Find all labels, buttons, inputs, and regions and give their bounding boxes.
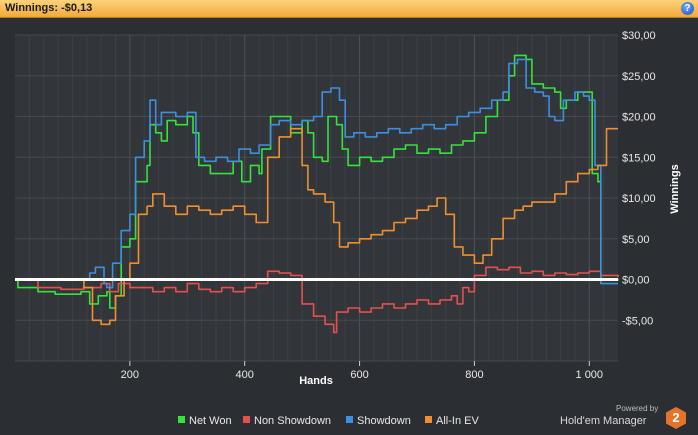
legend-showdown[interactable]: Showdown [346, 415, 411, 427]
x-tick-label: 400 [236, 369, 254, 381]
y-axis-ticks: $30,00 $25,00 $20,00 $15,00 $10,00 $5,00 $0,00… [622, 30, 656, 327]
x-axis-label: Hands [299, 375, 333, 387]
y-tick-label: $25,00 [622, 71, 656, 83]
series-net-won [15, 54, 619, 309]
y-tick-label: -$5,00 [622, 315, 653, 327]
x-axis-ticks: 200 400 600 800 1 000 [121, 361, 603, 381]
legend-label: Net Won [189, 415, 232, 427]
series-allin-ev [15, 127, 618, 326]
series-showdown [15, 58, 618, 289]
x-tick-label: 200 [121, 369, 139, 381]
title-bar: Winnings: -$0,13 ? [0, 0, 698, 18]
y-axis-label: Winnings [669, 164, 681, 213]
brand-logo: 2 [666, 407, 686, 429]
x-tick-label: 1 000 [576, 369, 604, 381]
legend-swatch [346, 416, 353, 423]
legend-label: Non Showdown [254, 415, 332, 427]
y-tick-label: $15,00 [622, 152, 656, 164]
y-tick-label: $0,00 [622, 275, 650, 287]
legend-swatch [425, 416, 432, 423]
help-icon[interactable]: ? [681, 2, 694, 15]
legend-swatch [178, 416, 185, 423]
legend-label: All-In EV [436, 415, 479, 427]
legend-swatch [243, 416, 250, 423]
winnings-title: Winnings: -$0,13 [5, 2, 93, 14]
legend-allin-ev[interactable]: All-In EV [425, 415, 479, 427]
brand-name: Hold'em Manager [560, 415, 647, 427]
legend-net-won[interactable]: Net Won [178, 415, 232, 427]
series-non-showdown [15, 266, 619, 334]
y-tick-label: $30,00 [622, 30, 656, 42]
y-tick-label: $20,00 [622, 112, 656, 124]
legend-non-showdown[interactable]: Non Showdown [243, 415, 331, 427]
x-tick-label: 600 [350, 369, 368, 381]
winnings-chart: 200 400 600 800 1 000 $30,00 $25,00 $20,00 $15,… [15, 30, 681, 387]
powered-by-text: Powered by [616, 404, 659, 413]
legend-label: Showdown [357, 415, 411, 427]
x-tick-label: 800 [465, 369, 483, 381]
y-tick-label: $10,00 [622, 193, 656, 205]
y-tick-label: $5,00 [622, 234, 650, 246]
series-lines [15, 54, 619, 334]
branding: Powered by Hold'em Manager 2 [560, 404, 690, 432]
